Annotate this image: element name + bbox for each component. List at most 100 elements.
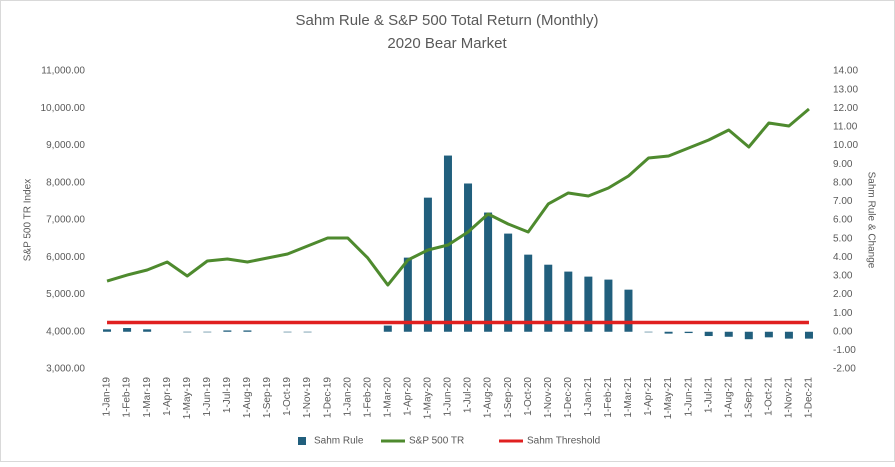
- x-tick-label: 1-Jun-20: [443, 377, 454, 417]
- y2-tick-label: 3.00: [833, 271, 853, 282]
- bar: [223, 330, 232, 332]
- bar: [203, 331, 212, 333]
- y2-tick-label: -1.00: [833, 345, 856, 356]
- y2-tick-label: 7.00: [833, 196, 853, 207]
- bar: [464, 183, 473, 332]
- x-tick-label: 1-Jul-20: [463, 377, 474, 414]
- y-tick-label: 8,000.00: [46, 177, 85, 188]
- y2-tick-label: 6.00: [833, 215, 853, 226]
- x-tick-label: 1-Aug-20: [483, 377, 494, 419]
- x-tick-label: 1-Jul-19: [222, 377, 233, 414]
- x-tick-label: 1-Dec-20: [563, 377, 574, 419]
- x-tick-label: 1-Sep-20: [503, 377, 514, 419]
- y2-axis-title: Sahm Rule & Change: [865, 172, 876, 269]
- x-tick-label: 1-Nov-19: [302, 377, 313, 419]
- line: [106, 107, 810, 287]
- y2-tick-label: 12.00: [833, 103, 858, 114]
- y-tick-label: 7,000.00: [46, 215, 85, 226]
- y-tick-label: 10,000.00: [41, 103, 86, 114]
- x-tick-label: 1-Dec-19: [322, 377, 333, 419]
- bar: [604, 279, 613, 332]
- bar: [744, 331, 753, 340]
- x-tick-label: 1-Jun-21: [683, 377, 694, 417]
- x-tick-label: 1-Feb-20: [362, 377, 373, 418]
- x-tick-label: 1-Apr-21: [643, 377, 654, 416]
- x-tick-label: 1-Nov-21: [784, 377, 795, 419]
- x-tick-label: 1-Feb-19: [122, 377, 133, 418]
- y2-tick-label: -2.00: [833, 364, 856, 375]
- bar: [383, 325, 392, 332]
- y2-tick-label: 1.00: [833, 308, 853, 319]
- bar: [283, 331, 292, 333]
- x-tick-label: 1-Mar-19: [142, 377, 153, 418]
- bar: [664, 331, 673, 334]
- x-tick-label: 1-Dec-21: [804, 377, 815, 419]
- y-axis-title: S&P 500 TR Index: [23, 179, 34, 261]
- legend-label: Sahm Threshold: [527, 436, 600, 447]
- bar: [423, 197, 432, 332]
- bar: [143, 329, 152, 332]
- bar: [644, 331, 653, 333]
- y-tick-label: 6,000.00: [46, 252, 85, 263]
- x-tick-label: 1-Jul-21: [703, 377, 714, 414]
- bar: [784, 331, 793, 339]
- x-tick-label: 1-Jun-19: [202, 377, 213, 417]
- y2-tick-label: 5.00: [833, 233, 853, 244]
- bar: [684, 331, 693, 334]
- x-tick-label: 1-Oct-21: [764, 377, 775, 416]
- y2-tick-label: 2.00: [833, 289, 853, 300]
- y-tick-label: 9,000.00: [46, 140, 85, 151]
- x-tick-label: 1-Sep-19: [262, 377, 273, 419]
- x-tick-label: 1-Oct-19: [282, 377, 293, 416]
- x-tick-label: 1-Apr-19: [162, 377, 173, 416]
- x-tick-label: 1-Apr-20: [403, 377, 414, 416]
- y2-tick-label: 14.00: [833, 66, 858, 77]
- x-tick-label: 1-Mar-20: [382, 377, 393, 418]
- bar: [243, 330, 252, 332]
- x-tick-label: 1-Jan-20: [342, 377, 353, 417]
- x-tick-label: 1-May-21: [663, 377, 674, 420]
- y2-tick-label: 0.00: [833, 326, 853, 337]
- bar: [724, 331, 733, 337]
- legend-swatch: [298, 437, 306, 445]
- x-tick-label: 1-Aug-19: [242, 377, 253, 419]
- x-tick-label: 1-Jan-21: [583, 377, 594, 417]
- bar: [584, 276, 593, 332]
- y2-tick-label: 9.00: [833, 159, 853, 170]
- y2-tick-label: 4.00: [833, 252, 853, 263]
- bar: [403, 257, 412, 332]
- bar: [103, 329, 112, 332]
- y-tick-label: 4,000.00: [46, 326, 85, 337]
- x-tick-label: 1-May-19: [182, 377, 193, 420]
- bar: [764, 331, 773, 338]
- bar: [504, 233, 513, 332]
- x-tick-label: 1-Oct-20: [523, 377, 534, 416]
- bar: [564, 271, 573, 332]
- bar: [544, 264, 553, 332]
- y-tick-label: 11,000.00: [41, 66, 85, 77]
- chart-subtitle: 2020 Bear Market: [387, 35, 507, 52]
- x-tick-label: 1-Mar-21: [623, 377, 634, 418]
- x-tick-label: 1-Sep-21: [743, 377, 754, 419]
- bar: [123, 328, 132, 332]
- bar: [704, 331, 713, 337]
- x-tick-label: 1-May-20: [423, 377, 434, 420]
- bar: [804, 331, 813, 339]
- y2-tick-label: 11.00: [833, 122, 858, 133]
- chart-title: Sahm Rule & S&P 500 Total Return (Monthl…: [296, 12, 599, 29]
- bar: [303, 331, 312, 333]
- x-tick-label: 1-Nov-20: [543, 377, 554, 419]
- x-tick-label: 1-Aug-21: [723, 377, 734, 419]
- y-tick-label: 3,000.00: [46, 364, 85, 375]
- y2-tick-label: 8.00: [833, 177, 853, 188]
- legend-label: S&P 500 TR: [409, 436, 464, 447]
- x-tick-label: 1-Jan-19: [102, 377, 113, 417]
- x-tick-label: 1-Feb-21: [603, 377, 614, 418]
- legend-label: Sahm Rule: [314, 436, 364, 447]
- bar: [484, 212, 493, 332]
- y2-tick-label: 10.00: [833, 140, 858, 151]
- bar: [624, 289, 633, 332]
- y2-tick-label: 13.00: [833, 84, 858, 95]
- y-tick-label: 5,000.00: [46, 289, 85, 300]
